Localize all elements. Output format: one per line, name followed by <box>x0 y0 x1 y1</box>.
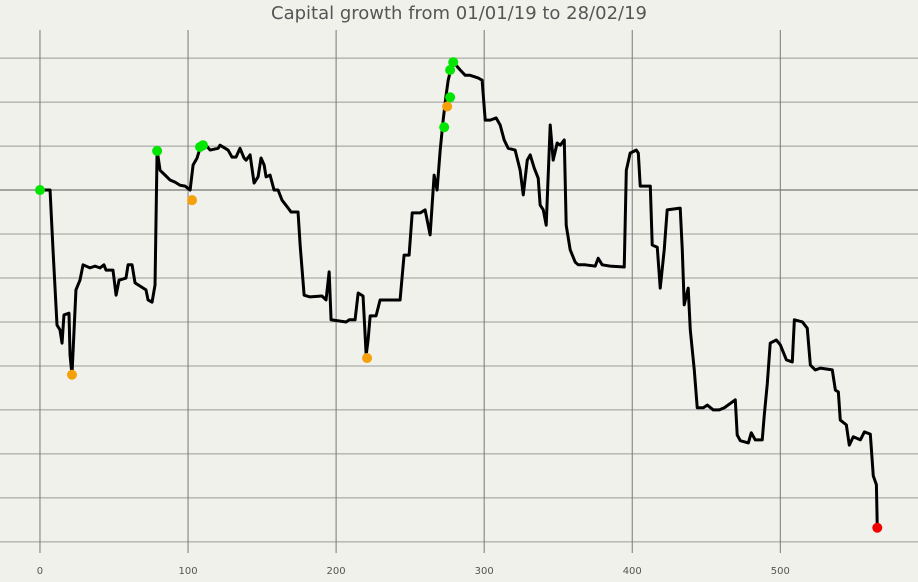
x-tick-label: 300 <box>475 566 494 577</box>
x-tick-label: 200 <box>327 566 346 577</box>
trade-marker <box>445 65 456 76</box>
trade-marker <box>187 195 198 206</box>
trade-marker <box>197 140 208 151</box>
trade-marker <box>445 92 456 103</box>
x-tick-label: 500 <box>771 566 790 577</box>
trade-marker <box>442 101 453 112</box>
equity-line <box>39 61 879 528</box>
trade-marker <box>362 353 373 364</box>
chart-title: Capital growth from 01/01/19 to 28/02/19 <box>271 3 647 24</box>
trade-marker <box>872 522 883 533</box>
trade-marker <box>152 145 163 156</box>
trade-marker <box>34 185 45 196</box>
x-tick-label: 400 <box>623 566 642 577</box>
x-tick-label: 100 <box>178 566 197 577</box>
trade-marker <box>439 122 450 133</box>
trade-marker <box>66 369 77 380</box>
trade-marker <box>448 57 459 68</box>
x-tick-label: 0 <box>37 566 43 577</box>
